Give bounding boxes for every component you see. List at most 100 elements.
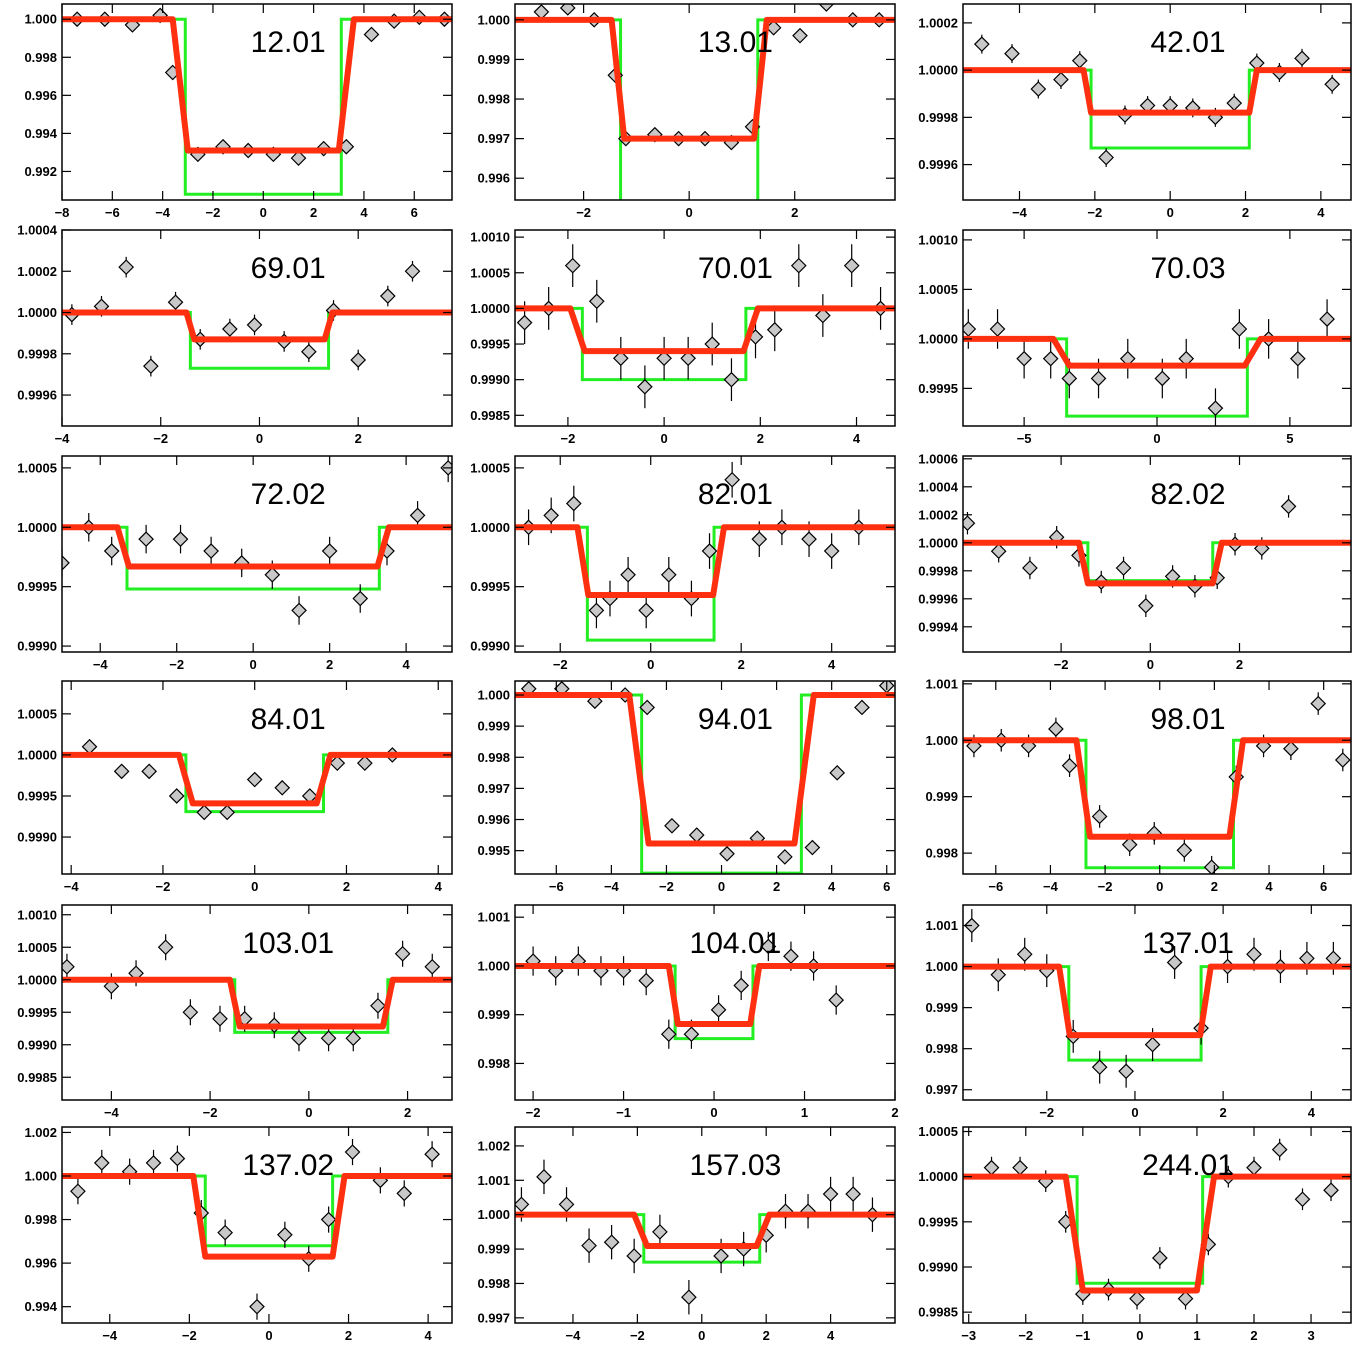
x-tick-label: 0	[260, 205, 267, 220]
data-point	[792, 27, 808, 44]
x-tick-label: 2	[1211, 879, 1218, 894]
y-tick-label: 0.9996	[17, 388, 57, 403]
data-point	[182, 1004, 199, 1021]
y-tick-label: 0.999	[925, 789, 958, 804]
panel-title: 13.01	[698, 26, 773, 59]
panel-title: 94.01	[698, 703, 773, 736]
data-point	[219, 804, 236, 821]
y-tick-label: 0.9990	[918, 1260, 958, 1275]
y-tick-label: 0.998	[477, 750, 510, 765]
data-point	[1071, 52, 1088, 69]
data-point	[246, 771, 263, 788]
model-fit-line	[963, 335, 1351, 369]
panel-244-01: −3 −2 −1 0 1 2 3 0.9985 0.9990 0.9995 1.0000 1.0005…	[918, 1124, 1352, 1343]
x-tick-label: 2	[763, 1328, 770, 1343]
y-tick-label: 1.0000	[918, 63, 958, 78]
panel-98-01: −6 −4 −2 0 2 4 6 0.998 0.999 1.000 1.001 98.01	[925, 676, 1352, 894]
y-tick-label: 1.0000	[17, 747, 57, 762]
x-tick-label: 0	[1153, 431, 1160, 446]
data-point	[320, 1211, 337, 1228]
data-point	[291, 602, 307, 619]
data-point	[1053, 71, 1069, 88]
x-tick-label: 2	[1220, 1105, 1227, 1120]
y-tick-label: 0.999	[477, 719, 510, 734]
plot-area	[515, 931, 895, 1049]
y-tick-label: 1.000	[24, 1169, 57, 1184]
data-point	[713, 1248, 729, 1264]
data-point	[536, 1169, 552, 1185]
x-tick-label: −2	[553, 657, 568, 672]
y-tick-label: 0.994	[24, 1299, 57, 1314]
data-point	[350, 352, 367, 368]
y-tick-label: 0.9995	[918, 381, 958, 396]
y-tick-label: 0.997	[477, 1310, 510, 1325]
model-fit-line	[963, 737, 1351, 840]
panel-12-01: −8 −6 −4 −2 0 2 4 6 0.992 0.994 0.996 0.998 1.000 12.…	[24, 3, 453, 220]
y-tick-label: 1.000	[477, 1207, 510, 1222]
data-point	[710, 1001, 727, 1018]
secondary-model-line	[963, 541, 1351, 583]
x-tick-label: −2	[1054, 657, 1069, 672]
plot-area	[963, 909, 1351, 1088]
data-point	[138, 531, 154, 548]
data-point	[1319, 311, 1335, 327]
y-tick-label: 0.998	[24, 50, 57, 65]
data-point	[152, 7, 168, 24]
x-tick-label: 2	[404, 1105, 411, 1120]
y-tick-label: 1.0005	[470, 460, 510, 475]
x-tick-label: 0	[1156, 879, 1163, 894]
y-tick-label: 0.9998	[17, 346, 57, 361]
data-point	[983, 1159, 1000, 1176]
x-tick-label: −2	[576, 205, 591, 220]
panel-title: 157.03	[690, 1149, 782, 1182]
data-point	[1207, 400, 1224, 417]
data-point	[70, 1183, 86, 1200]
panel-title: 70.01	[698, 252, 773, 285]
x-tick-label: 0	[250, 657, 257, 672]
panel-title: 137.02	[242, 1149, 334, 1182]
secondary-model-line	[62, 1174, 452, 1248]
y-tick-label: 1.001	[925, 676, 958, 691]
plot-frame	[61, 1126, 453, 1324]
data-point	[1144, 1036, 1161, 1053]
data-point	[1226, 95, 1243, 112]
panel-94-01: −6 −4 −2 0 2 4 6 0.995 0.996 0.997 0.998 0.999 1.000…	[477, 680, 896, 894]
model-fit-line	[515, 16, 895, 142]
secondary-model-line	[515, 1213, 895, 1264]
data-point	[543, 507, 560, 524]
plot-area	[62, 7, 452, 196]
data-point	[581, 1237, 597, 1254]
secondary-model-line	[515, 525, 895, 642]
data-point	[217, 1224, 234, 1241]
data-point	[751, 531, 768, 548]
data-point	[169, 1150, 186, 1167]
data-point	[1231, 321, 1248, 337]
panel-137-01: −2 0 2 4 0.997 0.998 0.999 1.000 1.001 137.01	[925, 904, 1352, 1120]
y-tick-label: 0.9990	[470, 372, 510, 387]
data-point	[1310, 695, 1327, 712]
plot-area	[62, 256, 452, 377]
y-tick-label: 1.0010	[470, 230, 510, 245]
panel-title: 103.01	[242, 927, 334, 960]
y-tick-label: 0.996	[477, 171, 510, 186]
data-point	[638, 972, 655, 989]
model-fit-line	[515, 305, 895, 355]
data-point	[424, 1146, 440, 1163]
data-point	[1325, 950, 1342, 967]
data-point	[203, 543, 219, 559]
plot-frame	[61, 455, 453, 653]
x-tick-label: −2	[1087, 205, 1102, 220]
y-tick-label: 1.0005	[17, 460, 57, 475]
x-tick-label: 4	[827, 1328, 835, 1343]
y-tick-label: 1.000	[477, 958, 510, 973]
y-tick-label: 1.0002	[17, 264, 57, 279]
data-point	[603, 1234, 620, 1251]
panel-title: 244.01	[1142, 1149, 1234, 1182]
y-tick-label: 1.0004	[17, 223, 58, 238]
y-tick-label: 1.0005	[918, 282, 958, 297]
plot-area	[515, 4, 895, 200]
x-tick-label: −2	[169, 657, 184, 672]
data-point	[1334, 752, 1351, 768]
data-point	[300, 343, 317, 360]
data-point	[1061, 757, 1078, 774]
